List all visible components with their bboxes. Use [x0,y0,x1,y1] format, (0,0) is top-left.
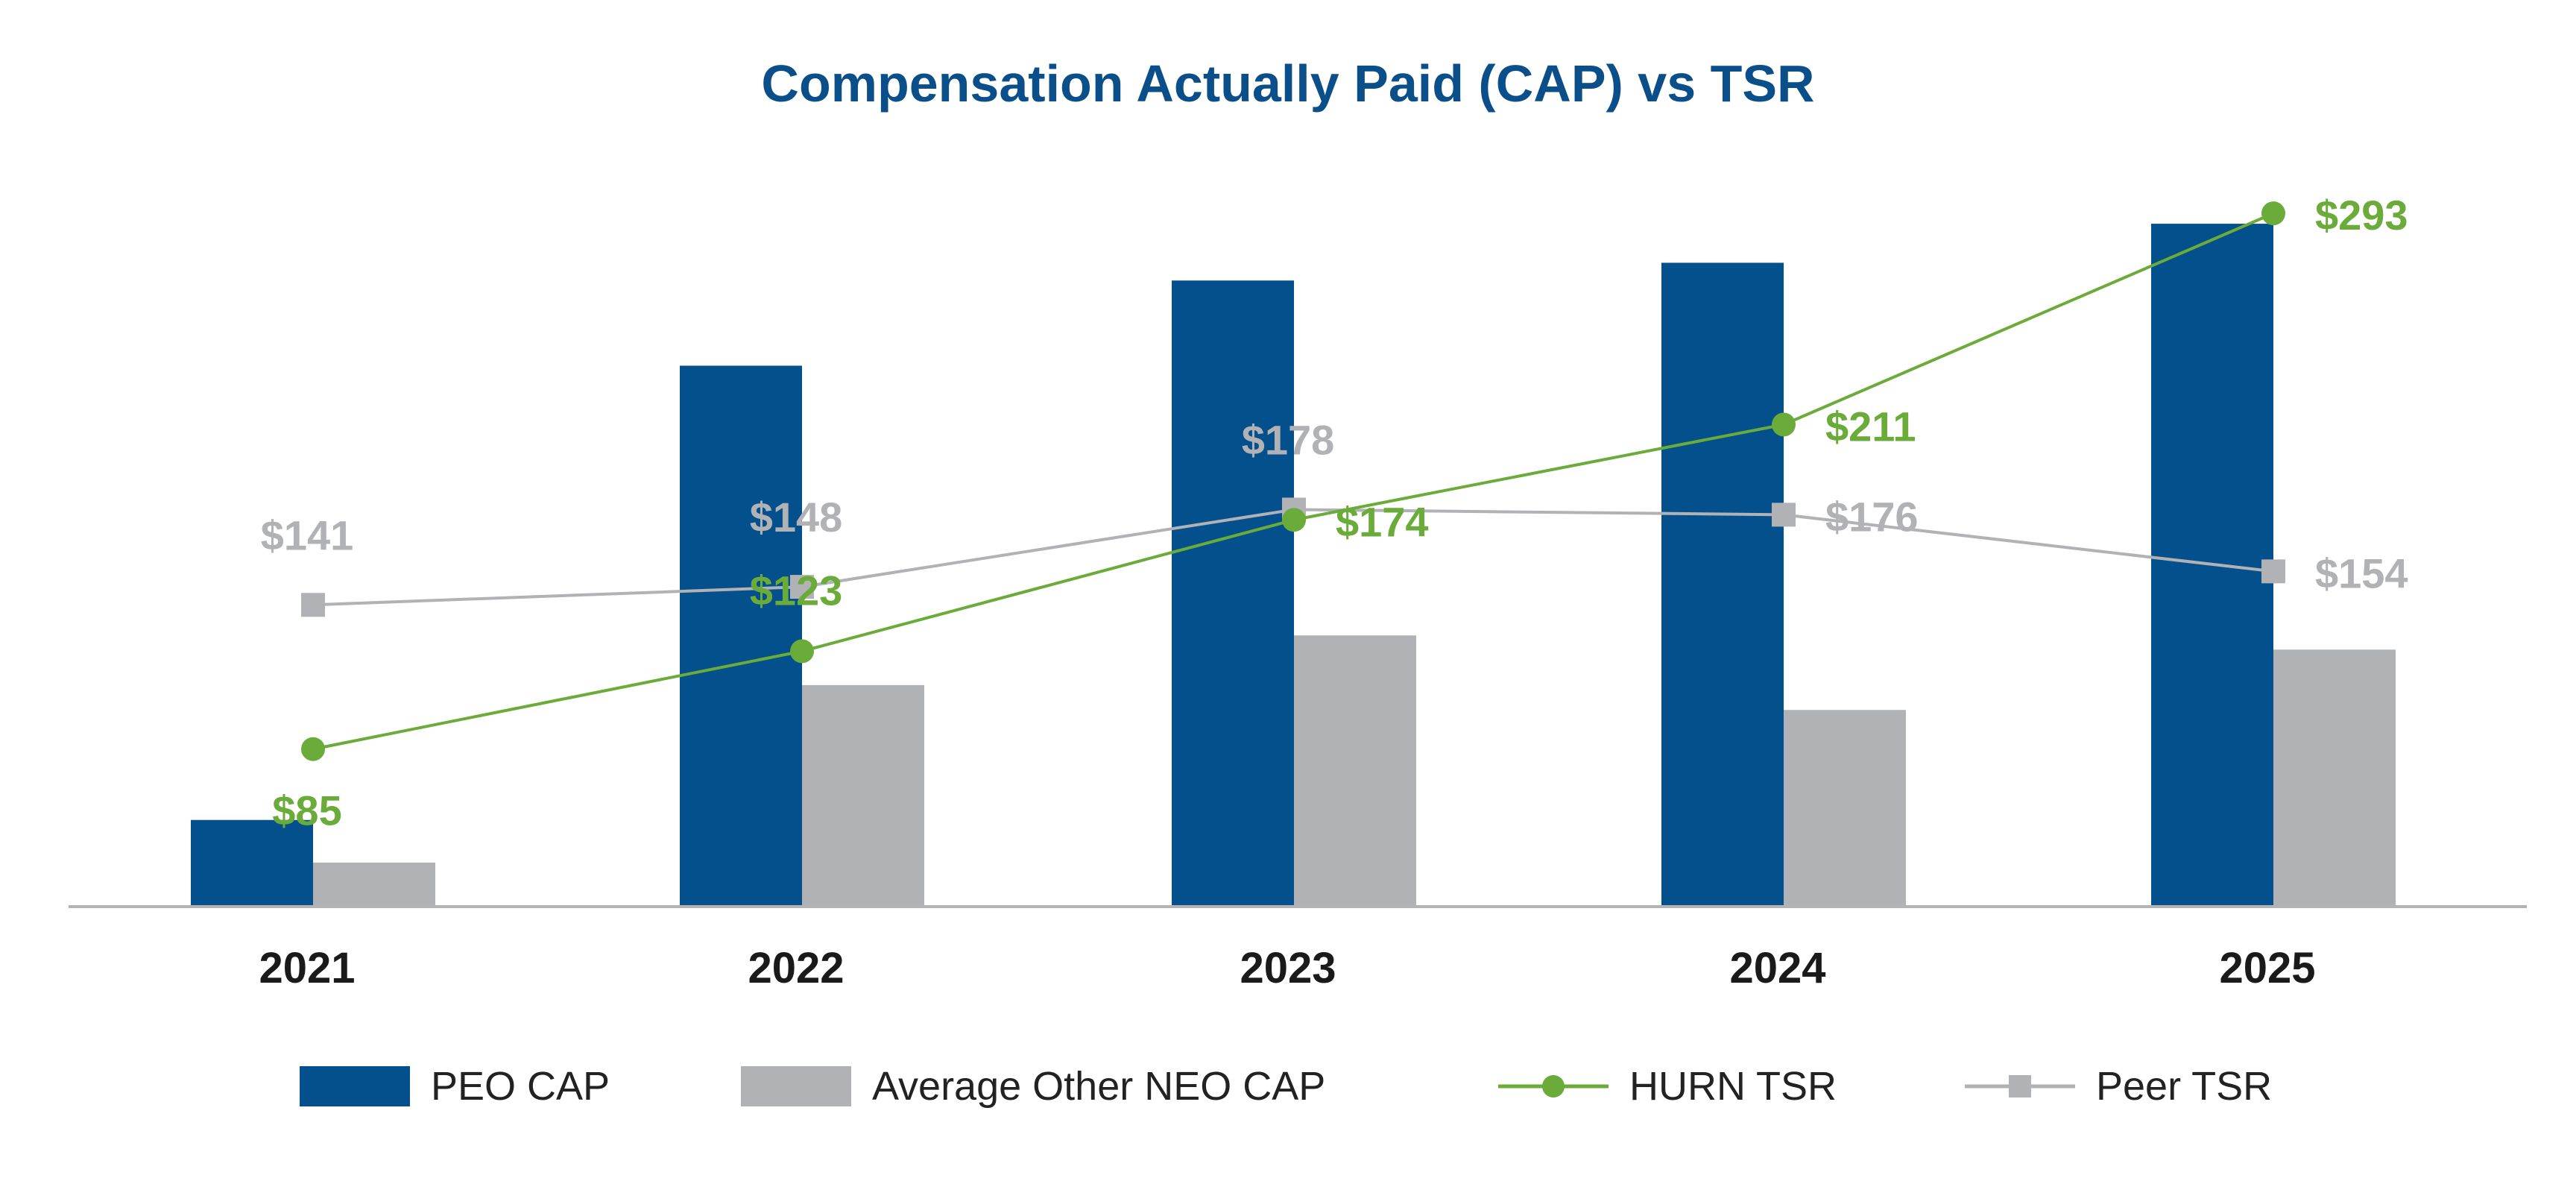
hurn-tsr-label-2023: $174 [1336,498,1429,545]
legend-swatch-peer-tsr [1965,1075,2075,1097]
x-tick-labels: 2021 2022 2023 2024 2025 [259,944,2315,992]
x-tick-label: 2022 [748,944,844,992]
hurn-tsr-label-2025: $293 [2315,192,2408,239]
legend-label: PEO CAP [431,1064,610,1109]
neo-cap-bar-2025[interactable] [2273,649,2396,905]
neo-cap-bar-2023[interactable] [1294,635,1416,905]
legend-item-neo-cap[interactable]: Average Other NEO CAP [741,1053,1325,1120]
peo-cap-bar-2024[interactable] [1661,262,1784,905]
hurn-tsr-label-2021: $85 [272,787,341,834]
legend-label: HURN TSR [1629,1064,1837,1109]
x-tick-label: 2025 [2219,944,2315,992]
peer-tsr-label-2021: $141 [261,511,354,558]
legend: PEO CAP Average Other NEO CAP HURN TSR P… [0,1053,2576,1120]
peer-tsr-label-2025: $154 [2315,549,2408,596]
legend-item-peer-tsr[interactable]: Peer TSR [1965,1053,2272,1120]
legend-label: Average Other NEO CAP [872,1064,1326,1109]
legend-swatch-peo-cap [300,1066,410,1106]
peer-tsr-point-2024[interactable] [1772,503,1796,527]
neo-cap-bar-2021[interactable] [313,862,435,905]
legend-item-hurn-tsr[interactable]: HURN TSR [1498,1053,1837,1120]
bar-layer [191,224,2396,906]
peer-tsr-point-2025[interactable] [2261,559,2285,584]
chart-title: Compensation Actually Paid (CAP) vs TSR [761,54,1815,113]
line-layer [301,201,2285,761]
x-tick-label: 2021 [259,944,355,992]
legend-label: Peer TSR [2096,1064,2273,1109]
legend-item-peo-cap[interactable]: PEO CAP [300,1053,610,1120]
data-label-layer: $141 $148 $178 $176 $154 $85 $123 $174 $211 $293 [261,192,2408,834]
peo-cap-bar-2021[interactable] [191,819,313,905]
peo-cap-bar-2023[interactable] [1172,280,1294,905]
legend-swatch-hurn-tsr [1498,1075,1609,1097]
hurn-tsr-point-2023[interactable] [1282,508,1306,532]
peer-tsr-point-2021[interactable] [301,593,325,617]
hurn-tsr-point-2022[interactable] [790,639,814,664]
hurn-tsr-label-2024: $211 [1825,403,1916,450]
x-tick-label: 2024 [1729,944,1825,992]
hurn-tsr-point-2024[interactable] [1772,412,1796,437]
peer-tsr-label-2023: $178 [1242,416,1335,463]
neo-cap-bar-2024[interactable] [1784,710,1906,905]
hurn-tsr-label-2022: $123 [750,567,843,614]
peer-tsr-label-2022: $148 [750,494,843,541]
peer-tsr-label-2024: $176 [1825,493,1919,540]
neo-cap-bar-2022[interactable] [802,684,924,905]
hurn-tsr-point-2021[interactable] [301,737,325,761]
legend-swatch-neo-cap [741,1066,851,1106]
hurn-tsr-point-2025[interactable] [2261,201,2285,226]
peo-cap-bar-2022[interactable] [680,365,802,906]
x-tick-label: 2023 [1240,944,1336,992]
peer-tsr-point-2022[interactable] [790,575,814,599]
